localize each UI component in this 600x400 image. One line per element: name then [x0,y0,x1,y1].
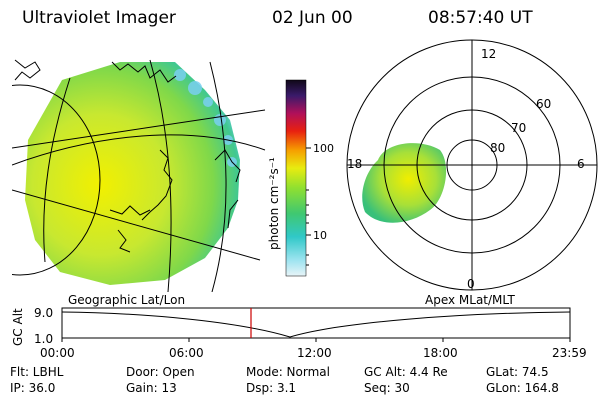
mlat-label-80: 80 [490,141,505,155]
glon-info: GLon: 164.8 [486,381,559,395]
time-tick-1800: 18:00 [423,346,458,360]
ip-info: IP: 36.0 [10,381,56,395]
latlon-grid [12,59,266,292]
mlt-label-6: 6 [577,157,585,171]
app-title: Ultraviolet Imager [22,8,176,28]
date-label: 02 Jun 00 [272,8,353,28]
mlt-label-18: 18 [347,157,362,171]
alt-axis-label: GC Alt [11,308,25,346]
time-tick-1200: 12:00 [297,346,332,360]
mlat-label-60: 60 [536,97,551,111]
time-tick-0000: 00:00 [40,346,75,360]
glat-info: GLat: 74.5 [486,365,549,379]
mlat-label-70: 70 [511,121,526,135]
colorbar-tick-100: 100 [313,142,334,155]
colorbar-tick-10: 10 [313,229,327,242]
gain-info: Gain: 13 [126,381,177,395]
altitude-plot [61,307,571,342]
time-tick-0600: 06:00 [169,346,204,360]
geographic-panel-label: Geographic Lat/Lon [68,293,185,307]
polar-plot [346,39,598,291]
alt-tick-1: 1.0 [34,332,53,346]
time-tick-2359: 23:59 [552,346,587,360]
time-label: 08:57:40 UT [428,8,533,28]
gc-alt-info: GC Alt: 4.4 Re [364,365,448,379]
mode-info: Mode: Normal [246,365,330,379]
coastline-lines [14,59,241,253]
seq-info: Seq: 30 [364,381,410,395]
door-info: Door: Open [126,365,195,379]
colorbar [285,79,311,277]
geographic-image [12,59,266,292]
apex-panel-label: Apex MLat/MLT [425,293,515,307]
mlt-label-0: 0 [467,277,475,291]
mlt-label-12: 12 [481,47,496,61]
alt-tick-9: 9.0 [34,306,53,320]
colorbar-label: photon cm⁻²s⁻¹ [267,157,281,250]
dsp-info: Dsp: 3.1 [246,381,297,395]
filter-info: Flt: LBHL [10,365,64,379]
